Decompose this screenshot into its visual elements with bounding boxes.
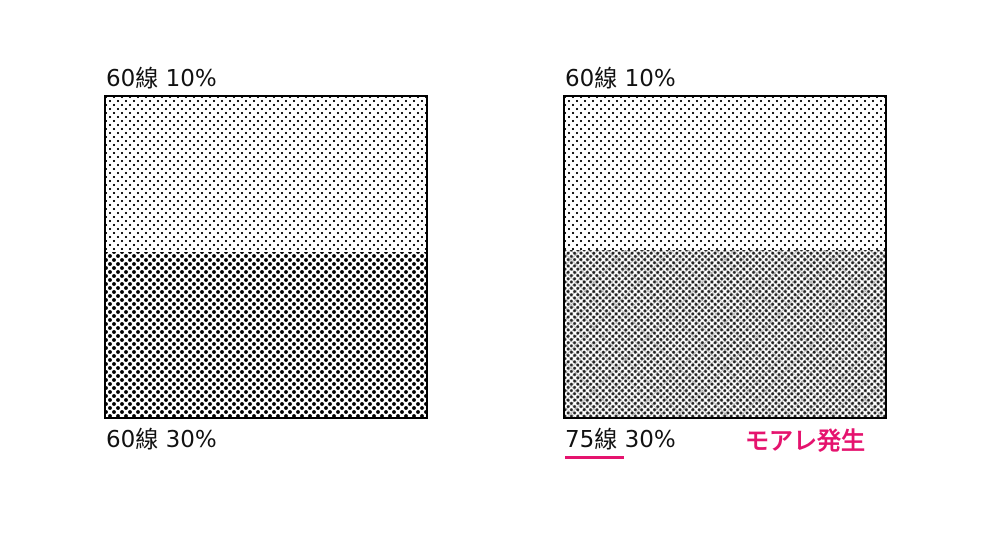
left-bottom-label: 60線 30% xyxy=(106,427,217,453)
left-halftone-panel xyxy=(104,95,428,419)
right-halftone-panel xyxy=(563,95,887,419)
right-top-label: 60線 10% xyxy=(565,66,676,92)
right-bottom-label-lines: 75線 xyxy=(565,427,618,453)
left-top-halftone-60-10 xyxy=(106,97,426,252)
left-top-label: 60線 10% xyxy=(106,66,217,92)
right-bottom-label-percent: 30% xyxy=(617,427,676,453)
right-bottom-halftone-75-30-moire xyxy=(565,250,885,417)
right-top-halftone-60-10 xyxy=(565,97,885,250)
left-bottom-halftone-60-30 xyxy=(106,252,426,417)
lines-underline xyxy=(565,456,624,459)
moire-label: モアレ発生 xyxy=(745,427,865,455)
right-bottom-label: 75線 30% xyxy=(565,427,676,453)
